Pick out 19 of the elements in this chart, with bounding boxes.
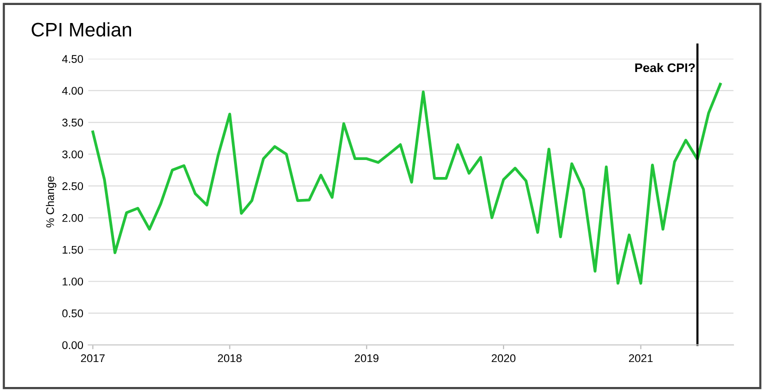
y-tick-label: 2.00: [62, 214, 84, 222]
y-tick-label: 1.00: [62, 278, 84, 286]
x-tick-label: 2018: [218, 354, 242, 362]
chart-title: CPI Median: [32, 22, 132, 37]
y-tick-label: 3.00: [62, 150, 84, 158]
y-tick-label: 4.00: [62, 86, 84, 95]
line-series: [91, 82, 722, 285]
y-tick-label: 0.00: [62, 341, 84, 350]
y-tick-label: 4.50: [62, 55, 84, 63]
ref-line-label: Peak CPI?: [635, 62, 695, 72]
y-tick-label: 2.50: [62, 182, 84, 190]
y-tick-label: 1.50: [62, 246, 84, 254]
y-axis-title: % Change: [46, 176, 56, 228]
x-tick-label: 2017: [81, 354, 105, 362]
x-tick-label: 2020: [492, 354, 516, 362]
x-tick-label: 2021: [629, 354, 653, 362]
y-tick-label: 3.50: [62, 118, 84, 127]
y-tick-label: 0.50: [62, 309, 84, 318]
x-tick-label: 2019: [354, 354, 378, 362]
